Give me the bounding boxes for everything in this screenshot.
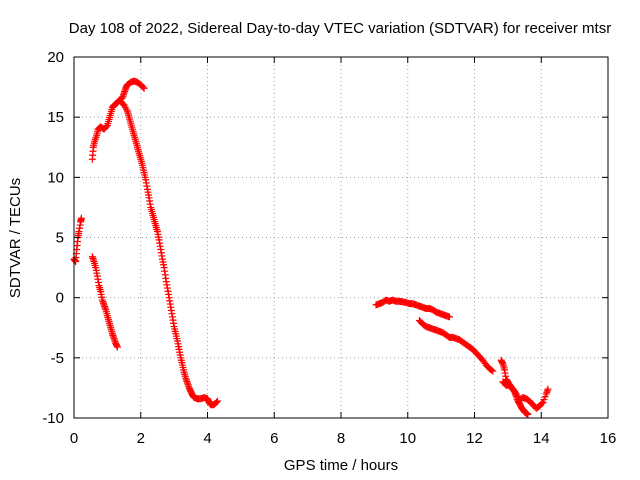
series-arc-4 [117, 98, 222, 409]
data-point [77, 214, 85, 222]
chart-title: Day 108 of 2022, Sidereal Day-to-day VTE… [69, 20, 611, 37]
y-tick-label: 10 [47, 169, 64, 186]
data-point [102, 123, 110, 131]
x-tick-label: 6 [270, 430, 278, 447]
series-arc-8 [499, 378, 552, 412]
x-tick-label: 4 [203, 430, 211, 447]
y-axis-label: SDTVAR / TECUs [7, 178, 24, 298]
data-point [538, 400, 546, 408]
series-arc-2 [88, 253, 121, 351]
x-tick-label: 2 [137, 430, 145, 447]
data-point [214, 397, 222, 405]
x-tick-label: 10 [399, 430, 416, 447]
data-point [212, 398, 220, 406]
x-axis-label: GPS time / hours [284, 457, 398, 474]
tick-labels: 0 2 4 6 8 10 12 14 16 -10 -5 0 5 10 15 20 [42, 49, 616, 447]
ticks [73, 56, 609, 419]
data-point [139, 83, 147, 91]
y-tick-label: 15 [47, 109, 64, 126]
data-points [70, 77, 552, 418]
data-point [511, 388, 519, 396]
data-point [544, 385, 552, 393]
data-point [140, 84, 148, 92]
series-arc-1 [70, 214, 85, 266]
x-tick-label: 12 [466, 430, 483, 447]
x-tick-label: 16 [600, 430, 617, 447]
y-tick-label: 5 [56, 230, 64, 247]
series-arc-6 [415, 317, 497, 375]
y-tick-label: -5 [51, 350, 64, 367]
grid [74, 57, 608, 418]
series-arc-3 [88, 77, 148, 163]
data-point [489, 367, 497, 375]
y-tick-label: -10 [42, 410, 64, 427]
x-tick-label: 8 [337, 430, 345, 447]
y-tick-label: 0 [56, 290, 64, 307]
data-point [488, 366, 496, 374]
x-tick-label: 14 [533, 430, 550, 447]
x-tick-label: 0 [70, 430, 78, 447]
y-tick-label: 20 [47, 49, 64, 66]
data-point [445, 313, 453, 321]
data-point [113, 343, 121, 351]
series-arc-5 [372, 296, 453, 321]
data-point [524, 410, 532, 418]
